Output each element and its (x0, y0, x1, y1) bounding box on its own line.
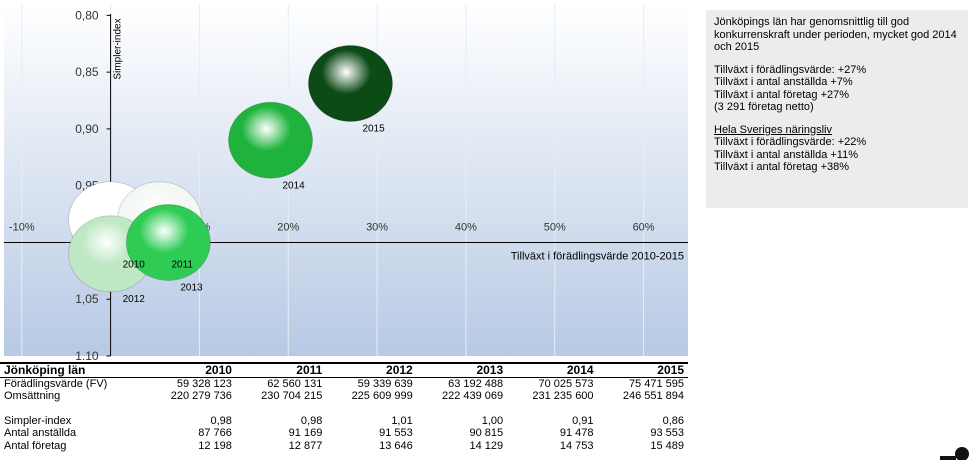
x-tick-label: 30% (366, 221, 388, 233)
table-cell: 231 235 600 (532, 390, 594, 402)
bubble-label: 2012 (123, 294, 146, 305)
table-row: Antal företag 12 198 12 877 13 646 14 129 14 … (0, 440, 688, 453)
y-tick-label: 1,10 (75, 349, 99, 360)
table-cell: 13 646 (379, 439, 413, 452)
bubble-label: 2015 (362, 123, 385, 134)
table-header-cell: 2010 (145, 362, 236, 378)
table-cell: 15 489 (650, 439, 684, 452)
notes-line: Tillväxt i förädlingsvärde: +27% (714, 63, 867, 76)
table-cell: Omsättning (4, 390, 61, 402)
notes-line: Tillväxt i antal anställda +7% (714, 76, 853, 88)
table-cell: 1,01 (391, 414, 413, 427)
table-cell: 91 478 (559, 427, 594, 439)
data-table: Jönköping län 2010 2011 2012 2013 2014 2015 Fö… (0, 362, 688, 452)
table-header-cell: 2012 (326, 362, 417, 378)
notes-box: Jönköpings län har genomsnittlig till go… (706, 10, 968, 208)
y-tick-label: 0,85 (75, 65, 99, 79)
table-cell: 90 815 (469, 427, 504, 439)
notes-line: Tillväxt i antal företag +27% (714, 88, 850, 101)
table-cell: 225 609 999 (351, 390, 413, 402)
table-cell: 0,98 (300, 414, 323, 427)
y-tick-label: 0,80 (75, 8, 99, 22)
table-cell: 75 471 595 (628, 377, 684, 390)
bubble-label: 2010 (123, 260, 146, 271)
table-cell: 12 198 (198, 439, 232, 452)
notes-sweden: Tillväxt i förädlingsvärde: +22% Tillväxt… (714, 136, 962, 174)
notes-line: (3 291 företag netto) (714, 101, 814, 113)
table-cell: 246 551 894 (622, 390, 684, 402)
notes-line: Tillväxt i antal anställda +11% (714, 148, 858, 161)
y-axis-label: Simpler-index (113, 18, 124, 79)
notes-intro: Jönköpings län har genomsnittlig till go… (714, 16, 957, 53)
table-cell: 62 560 131 (267, 377, 323, 390)
table-cell: 59 339 639 (357, 377, 413, 390)
table-cell: 0,86 (662, 414, 684, 427)
x-tick-label: 20% (277, 221, 299, 233)
bubble-label: 2014 (282, 180, 305, 191)
table-row: Omsättning 220 279 736 230 704 215 225 609 … (0, 390, 688, 403)
table-cell: 63 192 488 (448, 377, 504, 390)
table-cell: 1,00 (481, 414, 504, 427)
table-cell: 14 129 (469, 439, 504, 452)
table-cell: 91 553 (379, 427, 413, 439)
bubble (227, 101, 313, 179)
table-section: Förädlingsvärde (FV) 59 328 123 62 560 131… (0, 377, 688, 403)
bubble (307, 44, 393, 122)
table-cell: 12 877 (288, 439, 323, 452)
table-header-cell: 2013 (416, 362, 508, 378)
table-header-cell: Jönköping län (0, 362, 146, 378)
table-section: Simpler-index 0,98 0,98 1,01 1,00 0,91 0,86 Ant… (0, 403, 688, 453)
table-header-cell: 2015 (597, 362, 688, 378)
table-header: Jönköping län 2010 2011 2012 2013 2014 2015 (0, 362, 688, 378)
table-cell: 70 025 573 (538, 377, 594, 390)
table-cell: 230 704 215 (261, 390, 323, 402)
x-axis-label: Tillväxt i förädlingsvärde 2010-2015 (511, 250, 684, 262)
table-row: Simpler-index 0,98 0,98 1,01 1,00 0,91 0,86 (0, 403, 688, 428)
table-cell: 0,98 (210, 414, 232, 427)
x-tick-label: 60% (633, 221, 655, 233)
chart: -10%0%10%20%30%40%50%60%0,800,850,900,95… (4, 4, 688, 360)
bubble-label: 2011 (171, 260, 193, 271)
notes-heading: Hela Sveriges näringsliv (714, 123, 832, 136)
x-tick-label: -10% (9, 221, 35, 233)
table-cell: 14 753 (559, 439, 594, 452)
table-cell: 87 766 (198, 427, 232, 439)
bubble (125, 203, 211, 281)
y-tick-label: 1,05 (75, 292, 99, 306)
table-cell: 220 279 736 (170, 390, 232, 402)
logo (940, 447, 969, 460)
bubble-label: 2013 (180, 282, 203, 293)
table-cell: 222 439 069 (441, 390, 504, 402)
table-header-cell: 2014 (507, 362, 598, 378)
table-cell: Simpler-index (4, 414, 72, 427)
table-row: Förädlingsvärde (FV) 59 328 123 62 560 131… (0, 377, 688, 390)
table-cell: Förädlingsvärde (FV) (4, 377, 108, 390)
notes-line: Tillväxt i förädlingsvärde: +22% (714, 136, 867, 148)
table-cell: Antal anställda (4, 427, 77, 439)
table-cell: 93 553 (650, 427, 684, 439)
x-tick-label: 50% (544, 221, 566, 233)
y-tick-label: 0,90 (75, 122, 99, 136)
notes-line: Tillväxt i antal företag +38% (714, 161, 850, 173)
x-tick-label: 40% (455, 221, 477, 233)
table-header-cell: 2011 (235, 362, 327, 378)
table-cell: 0,91 (572, 414, 594, 427)
table-row: Antal anställda 87 766 91 169 91 553 90 815 9… (0, 427, 688, 440)
table-cell: 91 169 (288, 427, 323, 439)
table-cell: Antal företag (4, 439, 67, 452)
notes-county: Tillväxt i förädlingsvärde: +27% Tillväxt… (714, 64, 962, 114)
table-cell: 59 328 123 (176, 377, 232, 390)
